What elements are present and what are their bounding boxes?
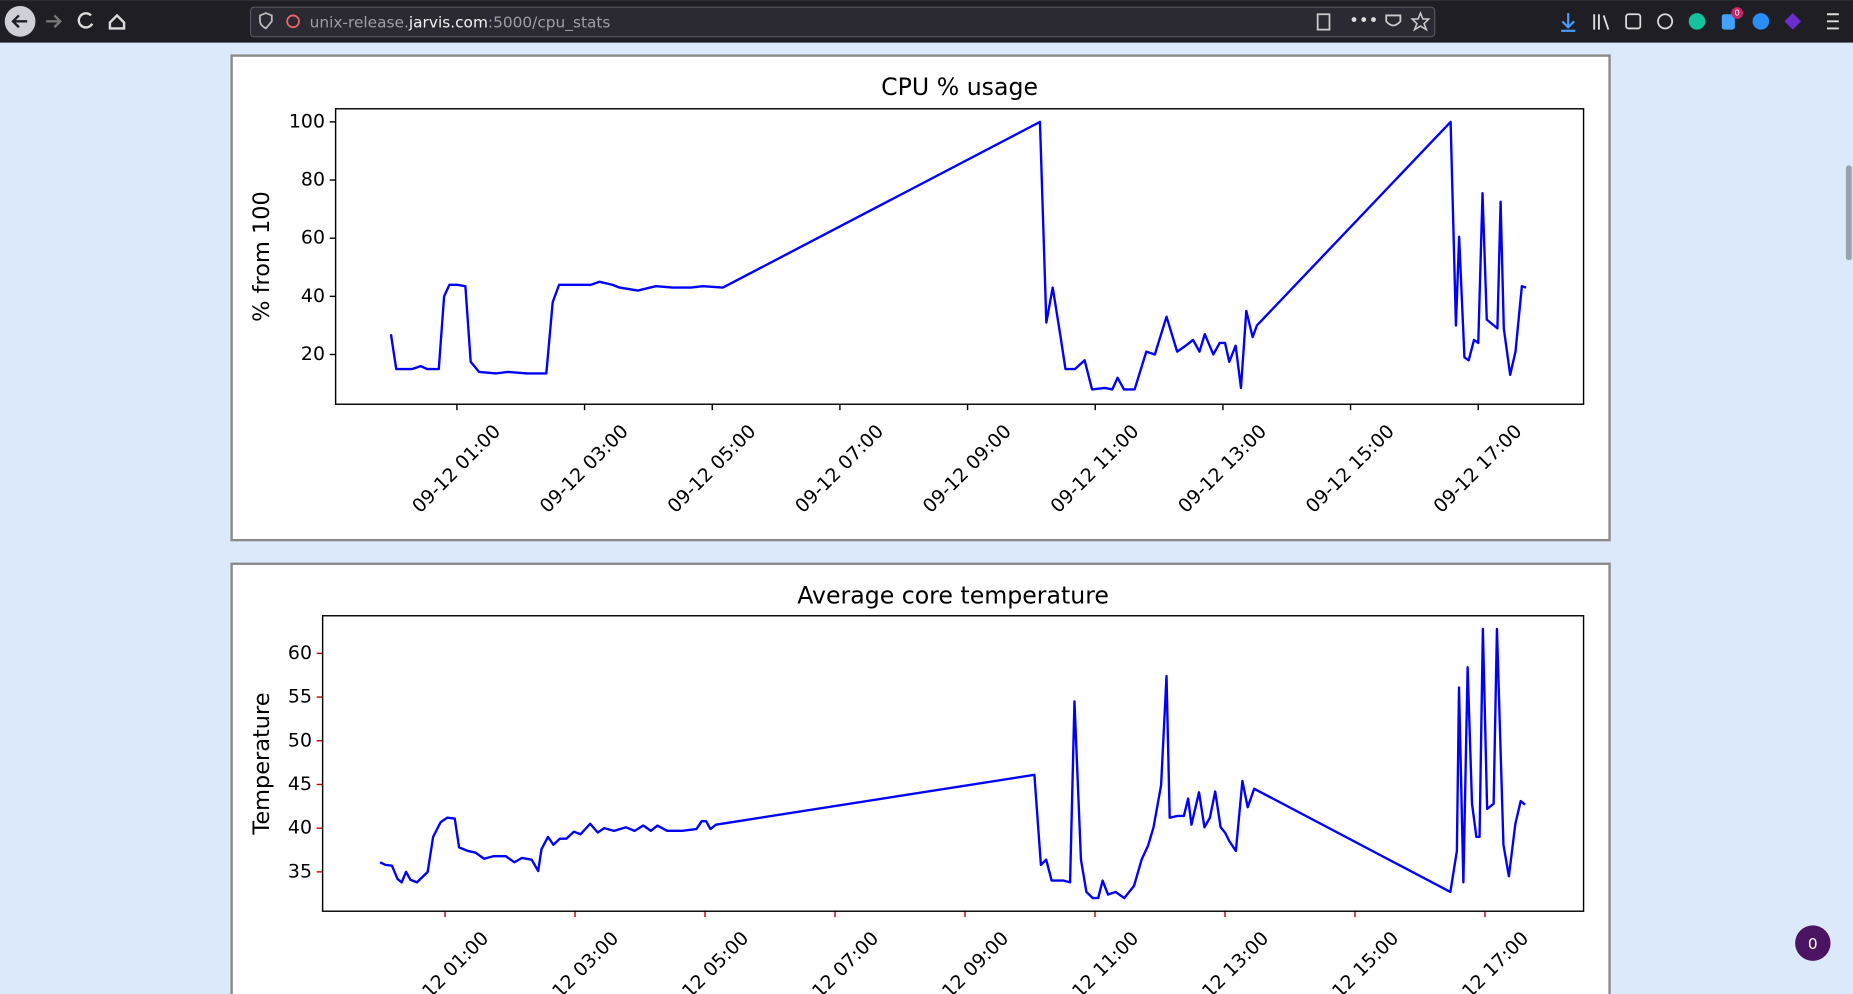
chat-button[interactable] — [1795, 925, 1831, 961]
y-tick-label: 80 — [301, 169, 325, 191]
url-text: unix-release.jarvis.com:5000/cpu_stats — [310, 13, 611, 32]
y-tick-label: 35 — [288, 860, 312, 882]
chart-card — [230, 562, 1611, 994]
y-tick-label: 45 — [288, 773, 312, 795]
lock-icon[interactable] — [286, 14, 300, 29]
extension-badge-bg — [1731, 7, 1744, 19]
reload-button[interactable] — [77, 12, 94, 29]
url-subdomain: unix-release. — [310, 13, 409, 31]
chart-title: CPU % usage — [881, 73, 1038, 101]
account-icon[interactable] — [1657, 13, 1674, 30]
y-tick-label: 100 — [289, 110, 325, 132]
back-icon — [11, 14, 28, 29]
y-tick-label: 40 — [301, 285, 325, 307]
downloads-icon[interactable] — [1561, 13, 1576, 32]
hamburger-menu[interactable] — [1827, 13, 1839, 30]
library-icon[interactable] — [1593, 14, 1610, 30]
plot-frame — [334, 108, 1585, 405]
y-tick-label: 40 — [288, 817, 312, 839]
plot-frame — [321, 615, 1585, 912]
extension-badge: 0 — [1735, 8, 1740, 18]
y-tick-label: 60 — [301, 227, 325, 249]
forward-button[interactable] — [46, 14, 62, 29]
data-line — [379, 627, 1526, 900]
url-path: :5000/cpu_stats — [488, 13, 611, 32]
y-tick-label: 20 — [301, 343, 325, 365]
reader-icon[interactable] — [1316, 13, 1331, 31]
sidebar-icon[interactable] — [1625, 13, 1642, 30]
data-line — [389, 120, 1527, 391]
y-tick-label: 60 — [288, 642, 312, 664]
extension-icon-2[interactable] — [1752, 13, 1770, 30]
bookmark-star[interactable] — [1410, 11, 1431, 32]
pocket-icon[interactable] — [1385, 14, 1402, 27]
y-tick-label: 50 — [288, 729, 312, 751]
shield-icon[interactable] — [259, 12, 273, 30]
y-axis-label: Temperature — [249, 692, 275, 835]
menu-dots[interactable]: ••• — [1349, 11, 1378, 30]
chart-card — [230, 54, 1611, 542]
home-button[interactable] — [108, 13, 126, 30]
grammarly-icon[interactable] — [1688, 13, 1706, 30]
chart-title: Average core temperature — [797, 581, 1109, 609]
y-axis-label: % from 100 — [249, 191, 275, 322]
scrollbar-thumb[interactable] — [1845, 165, 1852, 261]
y-tick-label: 55 — [288, 686, 312, 708]
extension-icon[interactable] — [1721, 14, 1735, 30]
url-domain: jarvis.com — [408, 13, 488, 31]
chat-badge: 0 — [1808, 935, 1818, 953]
url-bar[interactable] — [249, 6, 1436, 38]
